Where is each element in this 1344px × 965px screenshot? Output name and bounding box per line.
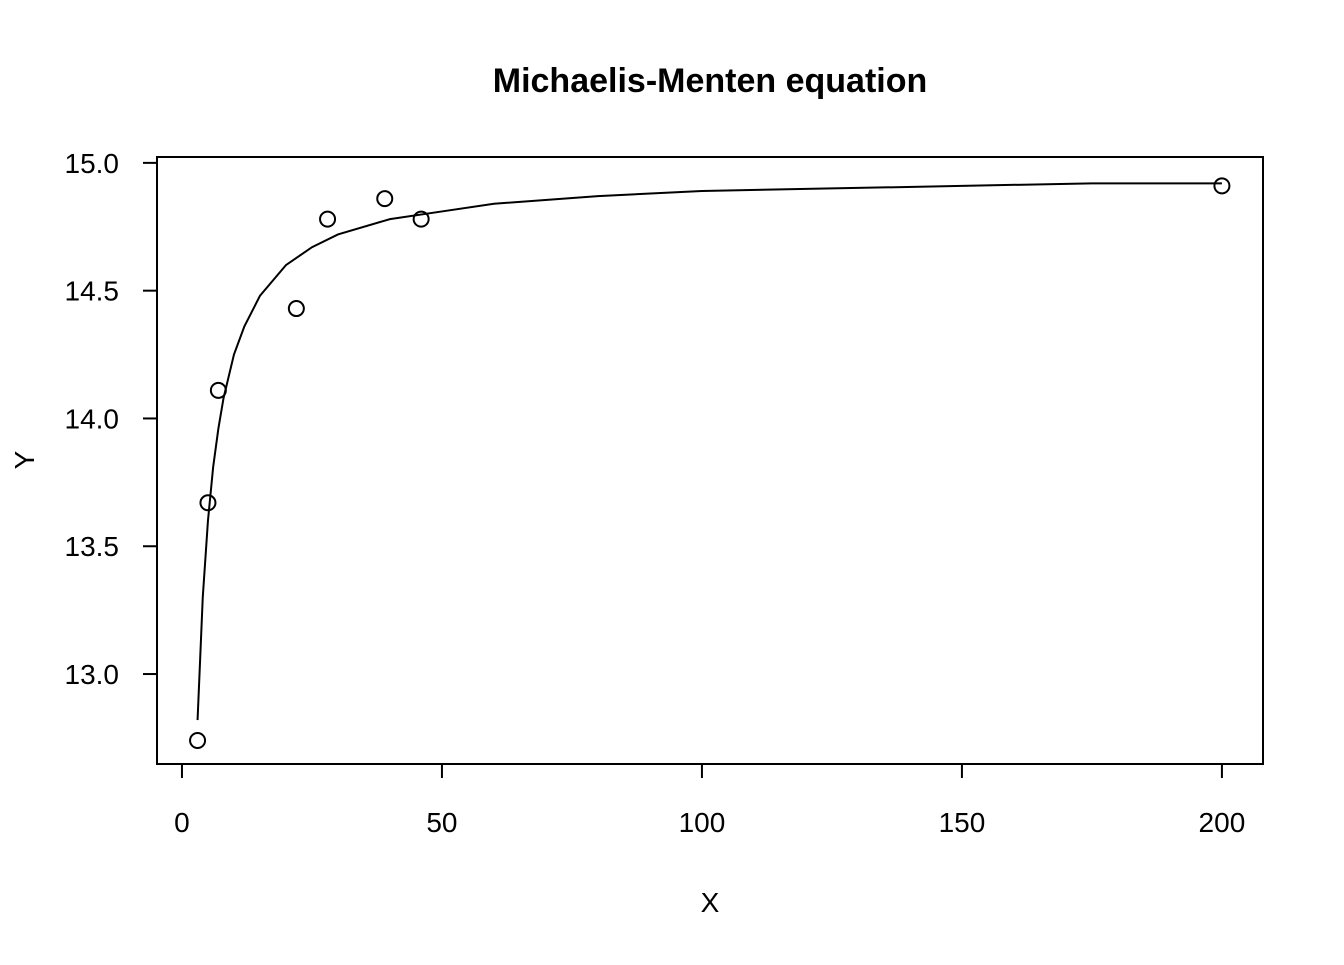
data-point — [287, 300, 305, 318]
x-tick-label: 150 — [939, 807, 986, 838]
data-point — [412, 210, 430, 228]
x-tick-label: 50 — [426, 807, 457, 838]
x-axis-label: X — [701, 887, 720, 918]
data-point — [1213, 177, 1231, 195]
data-point — [376, 190, 394, 208]
data-point — [199, 494, 217, 512]
y-tick-label: 14.5 — [65, 276, 120, 307]
y-axis-label: Y — [9, 450, 40, 469]
x-tick-label: 200 — [1199, 807, 1246, 838]
plot-box — [156, 156, 1264, 765]
y-tick-label: 13.0 — [65, 659, 120, 690]
data-point — [319, 210, 337, 228]
y-tick-label: 14.0 — [65, 403, 120, 434]
data-point — [189, 731, 207, 749]
x-tick-label: 100 — [679, 807, 726, 838]
fit-curve — [196, 182, 1222, 721]
x-tick-label: 0 — [174, 807, 190, 838]
chart-title: Michaelis-Menten equation — [493, 62, 928, 100]
y-tick-label: 15.0 — [65, 148, 120, 179]
y-tick-label: 13.5 — [65, 531, 120, 562]
